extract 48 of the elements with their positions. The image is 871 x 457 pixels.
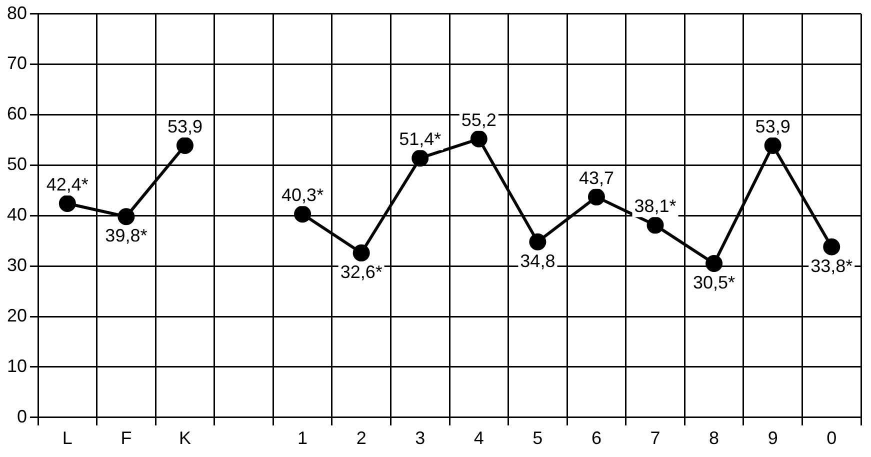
point (176, 136, 194, 154)
data-label: 34,8 (520, 250, 556, 271)
y-tick-label: 10 (6, 356, 28, 376)
data-label: 33,8* (810, 256, 853, 276)
data-label: 42,4* (46, 174, 88, 194)
data-label: 55,2 (461, 110, 496, 130)
x-tick-label: 3 (415, 428, 426, 448)
x-tick-label: 7 (650, 428, 660, 448)
point (58, 194, 76, 212)
x-tick-label: 5 (532, 428, 543, 448)
data-label: 30,5* (693, 272, 736, 292)
point (118, 208, 135, 226)
point (470, 130, 488, 148)
point (294, 206, 312, 223)
y-tick-label: 70 (6, 53, 28, 74)
y-tick-label: 60 (6, 104, 28, 124)
data-label: 43,7 (578, 168, 614, 188)
point (706, 255, 723, 272)
x-tick-label: 9 (768, 428, 778, 448)
y-tick-label: 50 (6, 154, 28, 174)
y-tick-label: 0 (17, 406, 28, 426)
point (529, 233, 546, 250)
y-tick-label: 40 (6, 204, 28, 225)
data-label: 51,4* (399, 129, 442, 150)
y-tick-label: 80 (6, 2, 28, 23)
point (823, 238, 840, 256)
y-tick-label: 20 (6, 305, 28, 326)
x-tick-label: 1 (298, 428, 308, 448)
data-label: 32,6* (340, 262, 382, 282)
point (646, 216, 664, 234)
x-tick-label: 6 (591, 428, 602, 448)
y-tick-label: 30 (6, 255, 28, 276)
data-label: 38,1* (634, 196, 676, 216)
data-label: 40,3* (282, 185, 324, 206)
point (764, 136, 782, 154)
point (412, 150, 429, 167)
data-label: 53,9 (755, 116, 790, 136)
x-tick-label: K (178, 428, 191, 448)
x-tick-label: L (62, 428, 72, 448)
point (588, 188, 605, 206)
data-label: 39,8* (105, 226, 148, 246)
x-tick-label: 2 (356, 428, 366, 448)
x-tick-label: F (120, 428, 132, 448)
point (352, 244, 370, 262)
x-tick-label: 4 (474, 428, 484, 448)
data-label: 53,9 (167, 116, 203, 136)
x-tick-label: 0 (826, 428, 837, 448)
x-tick-label: 8 (709, 428, 720, 448)
